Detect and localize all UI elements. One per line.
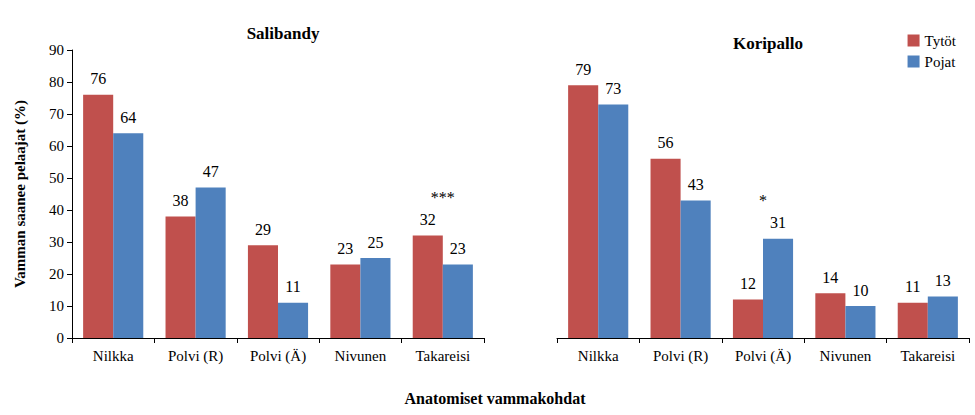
- svg-text:Polvi (Ä): Polvi (Ä): [250, 348, 306, 365]
- svg-text:23: 23: [450, 240, 466, 257]
- svg-text:60: 60: [49, 138, 64, 154]
- svg-text:90: 90: [49, 42, 64, 58]
- svg-text:14: 14: [822, 269, 838, 286]
- svg-text:Nilkka: Nilkka: [93, 348, 134, 364]
- svg-text:10: 10: [852, 282, 868, 299]
- svg-text:Salibandy: Salibandy: [247, 24, 320, 43]
- svg-text:79: 79: [575, 61, 591, 78]
- svg-text:13: 13: [935, 272, 951, 289]
- svg-text:*: *: [759, 192, 767, 209]
- svg-text:80: 80: [49, 74, 64, 90]
- svg-text:Anatomiset vammakohdat: Anatomiset vammakohdat: [405, 390, 587, 407]
- svg-text:64: 64: [120, 109, 136, 126]
- svg-text:38: 38: [173, 192, 189, 209]
- svg-text:11: 11: [905, 278, 920, 295]
- svg-text:Polvi (Ä): Polvi (Ä): [735, 348, 791, 365]
- svg-text:47: 47: [203, 163, 219, 180]
- svg-text:12: 12: [740, 275, 756, 292]
- svg-text:11: 11: [285, 278, 300, 295]
- svg-text:10: 10: [49, 298, 64, 314]
- svg-text:Nilkka: Nilkka: [578, 348, 619, 364]
- svg-text:Tytöt: Tytöt: [925, 33, 957, 49]
- svg-text:0: 0: [57, 330, 65, 346]
- svg-text:Koripallo: Koripallo: [733, 34, 803, 53]
- svg-text:29: 29: [255, 221, 271, 238]
- svg-text:40: 40: [49, 202, 64, 218]
- svg-text:76: 76: [90, 70, 106, 87]
- svg-text:56: 56: [658, 134, 674, 151]
- svg-text:50: 50: [49, 170, 64, 186]
- svg-text:43: 43: [688, 176, 704, 193]
- svg-text:32: 32: [420, 211, 436, 228]
- svg-text:Polvi (R): Polvi (R): [168, 348, 223, 365]
- svg-text:23: 23: [337, 240, 353, 257]
- svg-text:***: ***: [431, 189, 455, 206]
- svg-text:Takareisi: Takareisi: [900, 348, 955, 364]
- svg-text:Takareisi: Takareisi: [415, 348, 470, 364]
- svg-text:30: 30: [49, 234, 64, 250]
- svg-text:Pojat: Pojat: [925, 54, 957, 70]
- svg-text:Vamman saanee pelaajat (%): Vamman saanee pelaajat (%): [12, 100, 29, 288]
- svg-text:Nivunen: Nivunen: [820, 348, 872, 364]
- svg-text:25: 25: [367, 234, 383, 251]
- svg-text:Nivunen: Nivunen: [335, 348, 387, 364]
- svg-text:31: 31: [770, 214, 786, 231]
- svg-text:20: 20: [49, 266, 64, 282]
- svg-text:70: 70: [49, 106, 64, 122]
- svg-text:Polvi (R): Polvi (R): [653, 348, 708, 365]
- svg-text:73: 73: [605, 80, 621, 97]
